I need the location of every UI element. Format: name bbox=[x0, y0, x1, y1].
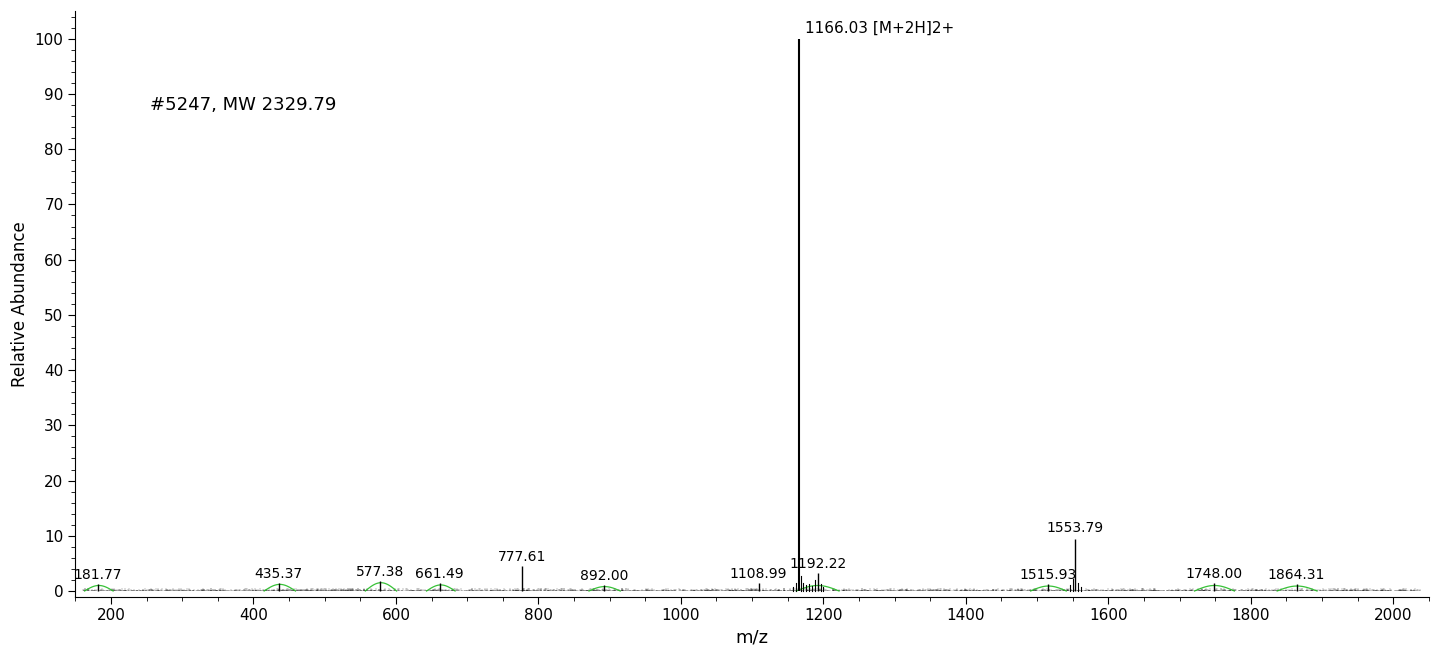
Text: 181.77: 181.77 bbox=[73, 568, 122, 582]
Text: 1108.99: 1108.99 bbox=[730, 567, 788, 580]
Text: 1553.79: 1553.79 bbox=[1047, 521, 1104, 535]
Text: 1748.00: 1748.00 bbox=[1185, 567, 1243, 580]
Text: 1166.03 [M+2H]2+: 1166.03 [M+2H]2+ bbox=[805, 21, 955, 36]
Text: 1515.93: 1515.93 bbox=[1020, 568, 1077, 582]
Text: 435.37: 435.37 bbox=[255, 567, 302, 580]
Text: 1864.31: 1864.31 bbox=[1267, 568, 1325, 582]
Y-axis label: Relative Abundance: Relative Abundance bbox=[12, 221, 29, 387]
Text: 892.00: 892.00 bbox=[580, 569, 628, 583]
Text: 577.38: 577.38 bbox=[356, 565, 405, 579]
X-axis label: m/z: m/z bbox=[736, 629, 769, 647]
Text: #5247, MW 2329.79: #5247, MW 2329.79 bbox=[150, 96, 337, 114]
Text: 1192.22: 1192.22 bbox=[789, 557, 847, 571]
Text: 661.49: 661.49 bbox=[415, 567, 464, 581]
Text: 777.61: 777.61 bbox=[498, 550, 547, 564]
